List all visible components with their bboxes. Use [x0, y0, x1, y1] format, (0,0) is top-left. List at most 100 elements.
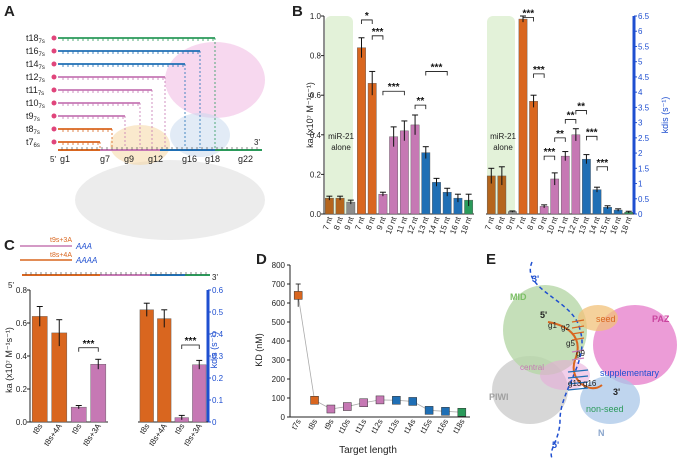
y-tick-label: 1.0: [310, 12, 322, 21]
y-tick-label: 2: [638, 149, 643, 158]
c-legend-bottom: t8s+4A: [50, 252, 72, 259]
bar: [410, 124, 420, 215]
x-tick-label: t13s: [386, 418, 401, 436]
shaded-label: alone: [493, 143, 513, 152]
y-tick-label: 0.6: [310, 91, 322, 100]
panel-c-letter: C: [4, 237, 15, 254]
x-tick-label: t11s: [353, 418, 368, 435]
construct-label: t187s: [26, 33, 45, 45]
y-tick-label: 0.5: [638, 195, 650, 204]
panel-e-letter: E: [486, 251, 496, 268]
target-constructs: t187st167st147st127st117st107st97st87st7…: [26, 33, 216, 149]
data-point: [441, 407, 450, 416]
label-g1: g1: [548, 321, 557, 330]
x-tick-label: t18s: [451, 418, 466, 436]
shaded-label: alone: [331, 143, 351, 152]
significance-label: **: [556, 129, 564, 140]
y-tick-label: 1.5: [638, 164, 650, 173]
data-point: [293, 291, 303, 300]
bar: [51, 332, 68, 423]
y-tick-label: 400: [272, 337, 286, 346]
c-3-end: 3': [212, 273, 218, 282]
y-tick-label: 0.6: [212, 286, 224, 295]
panel-c: C t9s+3A t8s+4A AAA AAAA 5' 3' ka (x10⁷ …: [4, 237, 224, 448]
fluorophore-dot: [51, 74, 57, 80]
fluorophore-dot: [51, 61, 57, 67]
fluorophore-dot: [51, 48, 57, 54]
significance-bracket: [586, 135, 598, 141]
y-tick-label: 5: [638, 58, 643, 67]
label-paz: PAZ: [652, 314, 670, 324]
bar: [335, 197, 345, 215]
data-point: [392, 396, 401, 405]
y-tick-label: 3.5: [638, 103, 650, 112]
bar: [389, 136, 399, 215]
significance-label: ***: [388, 82, 400, 93]
x-tick-label: t8s: [306, 418, 319, 432]
significance-label: ***: [586, 127, 598, 138]
y-tick-label: 800: [272, 261, 286, 270]
label-supplementary: supplementary: [600, 368, 660, 378]
fluorophore-dot: [51, 139, 57, 145]
c-tail-top: AAA: [75, 242, 92, 251]
shaded-label: miR-21: [490, 132, 516, 141]
x-tick-label: t10s: [337, 418, 352, 436]
y-tick-label: 0.2: [310, 170, 322, 179]
construct-subscript: 7s: [34, 130, 40, 136]
construct-subscript: 7s: [39, 52, 45, 58]
significance-bracket: [575, 110, 587, 115]
data-point: [326, 404, 336, 414]
significance-bracket: [382, 90, 405, 96]
panel-e: E MID seed PIWI PAZ central supplementar…: [486, 251, 677, 459]
y-tick-label: 4: [638, 88, 643, 97]
construct-subscript: 7s: [39, 39, 45, 45]
construct-subscript: 6s: [34, 143, 40, 149]
data-point: [310, 396, 319, 405]
y-tick-label: 4.5: [638, 73, 650, 82]
x-tick-label: t15s: [418, 418, 433, 436]
y-tick-label: 1: [638, 180, 643, 189]
significance-bracket: [596, 166, 608, 171]
significance-label: **: [417, 96, 425, 107]
y-tick-label: 0.1: [212, 396, 224, 405]
bar: [367, 83, 377, 215]
construct-subscript: 7s: [39, 104, 45, 110]
x-tick-label: t9s: [70, 422, 83, 436]
bar: [592, 189, 602, 215]
significance-label: ***: [522, 9, 534, 20]
guide-position-labels: g1 g7 g9 g12 g16 g18 g22: [60, 154, 253, 164]
construct-label: t167s: [26, 46, 45, 58]
x-tick-label: t8s+4A: [147, 421, 169, 447]
domain-seed: [578, 305, 618, 331]
significance-label: ***: [83, 339, 95, 350]
label-nonseed: non-seed: [586, 404, 624, 414]
y-tick-label: 6.5: [638, 12, 650, 21]
panel-d-letter: D: [256, 251, 267, 268]
fluorophore-dot: [51, 100, 57, 106]
y-tick-label: 5.5: [638, 42, 650, 51]
y-tick-label: 600: [272, 299, 286, 308]
duplex-rung: [567, 369, 589, 373]
x-tick-label: t9s+3A: [182, 421, 204, 447]
significance-label: **: [577, 101, 585, 112]
duplex-rung: [571, 319, 585, 323]
bar: [324, 197, 334, 215]
significance-bracket: [522, 17, 534, 22]
x-tick-label: t8s+3A: [81, 421, 103, 447]
significance-bracket: [533, 73, 545, 78]
y-tick-label: 0.5: [212, 308, 224, 317]
y-tick-label: 6: [638, 27, 643, 36]
construct-label: t117s: [26, 85, 44, 97]
duplex-rung: [571, 337, 585, 341]
data-point: [457, 408, 467, 417]
panel-b-letter: B: [292, 3, 303, 20]
construct-label: t87s: [26, 124, 40, 136]
bar: [518, 18, 528, 215]
c-tail-bottom: AAAA: [75, 256, 97, 265]
bar: [139, 309, 154, 423]
duplex-rungs: [567, 319, 589, 391]
shaded-region: [325, 16, 353, 214]
x-tick-label: 18 nt: [619, 215, 634, 236]
construct-label: t97s: [26, 111, 40, 123]
